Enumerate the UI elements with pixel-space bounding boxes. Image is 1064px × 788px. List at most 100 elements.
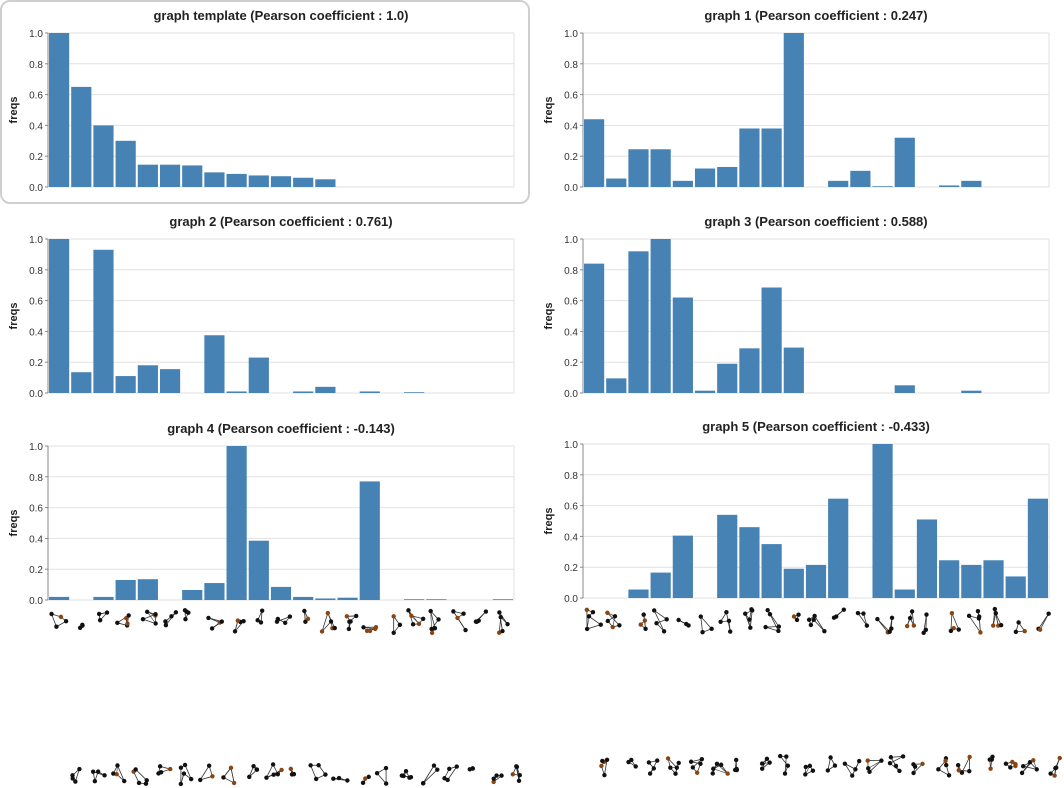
bar	[694, 168, 716, 187]
graphlet-node	[944, 762, 949, 768]
graphlet-node	[126, 613, 131, 618]
graphlet-node	[643, 626, 648, 632]
bar	[717, 166, 738, 187]
graphlet-node	[718, 762, 724, 767]
graphlet-node	[921, 630, 926, 636]
chart-svg-0: graph template (Pearson coefficient : 1.…	[8, 8, 515, 194]
graphlet-node	[759, 766, 765, 771]
graphlet-node	[136, 780, 142, 786]
bar	[717, 514, 738, 598]
graphlet-node	[777, 753, 783, 759]
graphlet-node	[889, 626, 894, 631]
chart-panel-2: graph 2 (Pearson coefficient : 0.761) fre…	[0, 206, 530, 411]
y-tick-label: 0.8	[564, 471, 578, 482]
graphlet-node	[1013, 763, 1018, 769]
bar	[628, 149, 649, 187]
graphlet-edge	[422, 769, 438, 784]
bar	[628, 589, 649, 598]
y-tick-label: 1.0	[29, 235, 43, 246]
graphlet-node	[188, 776, 194, 782]
chart-title: graph 1 (Pearson coefficient : 0.247)	[704, 8, 927, 23]
graphlet-edge	[430, 611, 436, 629]
graphlet-node	[259, 608, 265, 613]
graphlet-node	[403, 768, 409, 774]
bar	[337, 597, 358, 600]
bar	[182, 165, 203, 187]
graphlet-node	[361, 625, 366, 630]
y-axis-label: freqs	[8, 510, 20, 537]
graphlet-node	[866, 766, 871, 771]
graphlet-node	[90, 769, 96, 774]
graphlet-node	[586, 614, 592, 619]
template-highlight-frame	[0, 0, 530, 204]
graphlet-node	[676, 617, 681, 623]
graphlet-node	[638, 622, 643, 627]
graphlet-node	[474, 619, 479, 625]
bar	[650, 239, 671, 393]
graphlet-node	[1052, 773, 1057, 778]
graphlet-node	[313, 776, 319, 782]
graphlet-node	[733, 757, 739, 763]
bar	[694, 390, 716, 393]
graphlet-edge	[814, 615, 825, 632]
bar	[761, 544, 782, 598]
bar	[315, 386, 336, 393]
chart-svg-3: graph 3 (Pearson coefficient : 0.588) fre…	[543, 214, 1050, 400]
graphlet-node	[432, 626, 438, 631]
graphlet-node	[714, 761, 720, 767]
graphlet-node	[888, 755, 894, 760]
bar	[137, 579, 158, 600]
bar	[783, 33, 804, 187]
graphlet-node	[808, 622, 814, 628]
graphlet-strip-bottom-left	[70, 762, 522, 787]
bar	[137, 365, 158, 393]
bar	[894, 385, 915, 393]
graphlet-edge	[769, 614, 779, 632]
graphlet-node	[407, 775, 412, 780]
y-tick-label: 0.2	[564, 563, 578, 574]
graphlet-node	[1037, 627, 1043, 632]
chart-title: graph 4 (Pearson coefficient : -0.143)	[167, 421, 395, 436]
graphlet-node	[168, 766, 173, 772]
graphlet-node	[431, 763, 437, 768]
graphlet-node	[499, 773, 504, 778]
graphlet-node	[302, 608, 307, 614]
bar	[293, 391, 314, 393]
bar	[270, 176, 292, 187]
bar	[828, 498, 849, 598]
graphlet-node	[864, 623, 870, 628]
graphlet-node	[646, 760, 652, 765]
graphlet-node	[724, 610, 729, 615]
bar	[606, 178, 627, 187]
graphlet-node	[178, 765, 184, 770]
bar	[248, 357, 269, 393]
bar	[761, 128, 782, 187]
graphlet-node	[410, 622, 416, 627]
bar	[93, 249, 114, 393]
graphlet-edge	[607, 612, 620, 626]
graphlet-node	[95, 769, 101, 774]
bar	[315, 598, 336, 600]
graphlet-node	[698, 761, 703, 767]
bar	[783, 568, 804, 598]
y-tick-label: 0.8	[29, 60, 43, 71]
y-tick-label: 0.6	[564, 502, 578, 513]
y-tick-label: 0.6	[564, 91, 578, 102]
graphlet-edge	[869, 760, 882, 773]
graphlet-node	[765, 607, 770, 613]
graphlet-node	[219, 619, 225, 624]
graphlet-node	[865, 758, 870, 763]
graphlet-node	[429, 630, 435, 636]
graphlet-node	[749, 607, 754, 612]
bar	[584, 263, 605, 393]
graphlet-edge	[165, 612, 177, 626]
bar	[850, 170, 871, 187]
graphlet-node	[494, 773, 499, 778]
graphlet-node	[967, 754, 972, 760]
y-axis-label: freqs	[8, 303, 20, 330]
graphlet-edge	[968, 615, 981, 633]
graphlet-node	[975, 608, 981, 614]
graphlet-node	[144, 778, 149, 783]
chart-title: graph 2 (Pearson coefficient : 0.761)	[169, 214, 392, 229]
graphlet-node	[383, 765, 389, 771]
